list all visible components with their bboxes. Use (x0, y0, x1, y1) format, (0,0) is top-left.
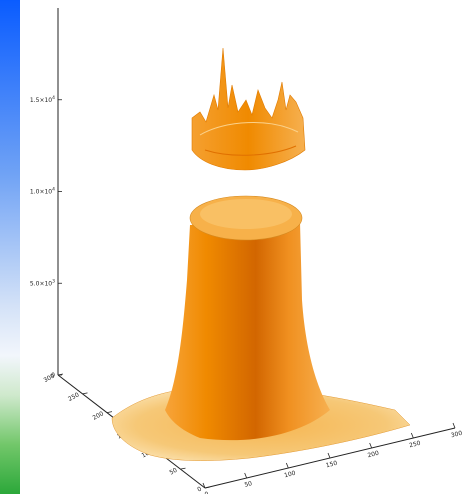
x-tick-mark (244, 472, 248, 479)
y-tick-mark (57, 373, 64, 376)
x-tick-mark (410, 432, 414, 439)
z-tick-label: 5.0×103 (30, 278, 55, 287)
x-tick-mark (452, 422, 456, 429)
x-tick-label: 50 (244, 480, 253, 489)
y-tick-label: 250 (67, 391, 81, 403)
surface-column (165, 222, 330, 441)
x-tick-mark (327, 452, 331, 459)
y-tick-mark (180, 467, 186, 470)
x-tick-label: 100 (284, 470, 297, 480)
y-tick-label: 200 (92, 410, 106, 422)
x-tick-mark (285, 462, 289, 469)
colorbar-gradient (0, 0, 20, 494)
x-tick-label: 200 (367, 450, 380, 460)
z-tick-label: 1.5×104 (30, 95, 55, 104)
y-tick-label: 300 (43, 373, 57, 385)
z-tick-label: 0 (51, 372, 55, 379)
y-tick-mark (82, 392, 88, 395)
surface-floating-ring (191, 47, 306, 171)
z-tick-label: 1.0×104 (30, 187, 55, 196)
y-tick-mark (204, 486, 211, 489)
surface (111, 47, 411, 461)
x-tick-mark (202, 482, 206, 489)
y-tick-mark (106, 411, 113, 414)
x-tick-label: 0 (204, 491, 210, 494)
y-tick-label: 50 (168, 467, 178, 477)
x-tick-label: 250 (409, 440, 422, 450)
x-tick-label: 300 (450, 430, 463, 440)
y-tick-label: 0 (196, 486, 203, 494)
x-tick-mark (369, 442, 373, 449)
x-tick-label: 150 (325, 460, 338, 470)
